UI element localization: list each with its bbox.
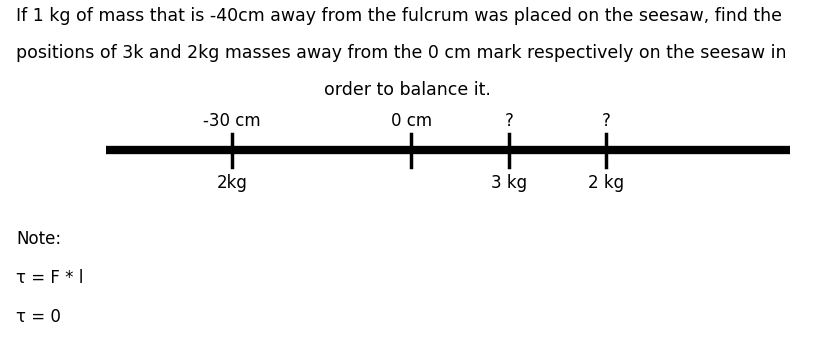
Text: positions of 3k and 2kg masses away from the 0 cm mark respectively on the seesa: positions of 3k and 2kg masses away from… [16,44,787,62]
Text: -30 cm: -30 cm [204,112,260,130]
Text: τ = F * l: τ = F * l [16,269,84,287]
Text: ?: ? [505,112,513,130]
Text: 2 kg: 2 kg [589,174,624,192]
Text: 3 kg: 3 kg [491,174,527,192]
Text: 0 cm: 0 cm [391,112,431,130]
Text: ?: ? [602,112,610,130]
Text: τ = 0: τ = 0 [16,308,61,325]
Text: If 1 kg of mass that is -40cm away from the fulcrum was placed on the seesaw, fi: If 1 kg of mass that is -40cm away from … [16,7,782,25]
Text: Note:: Note: [16,230,61,248]
Text: order to balance it.: order to balance it. [323,81,491,99]
Text: 2kg: 2kg [217,174,247,192]
